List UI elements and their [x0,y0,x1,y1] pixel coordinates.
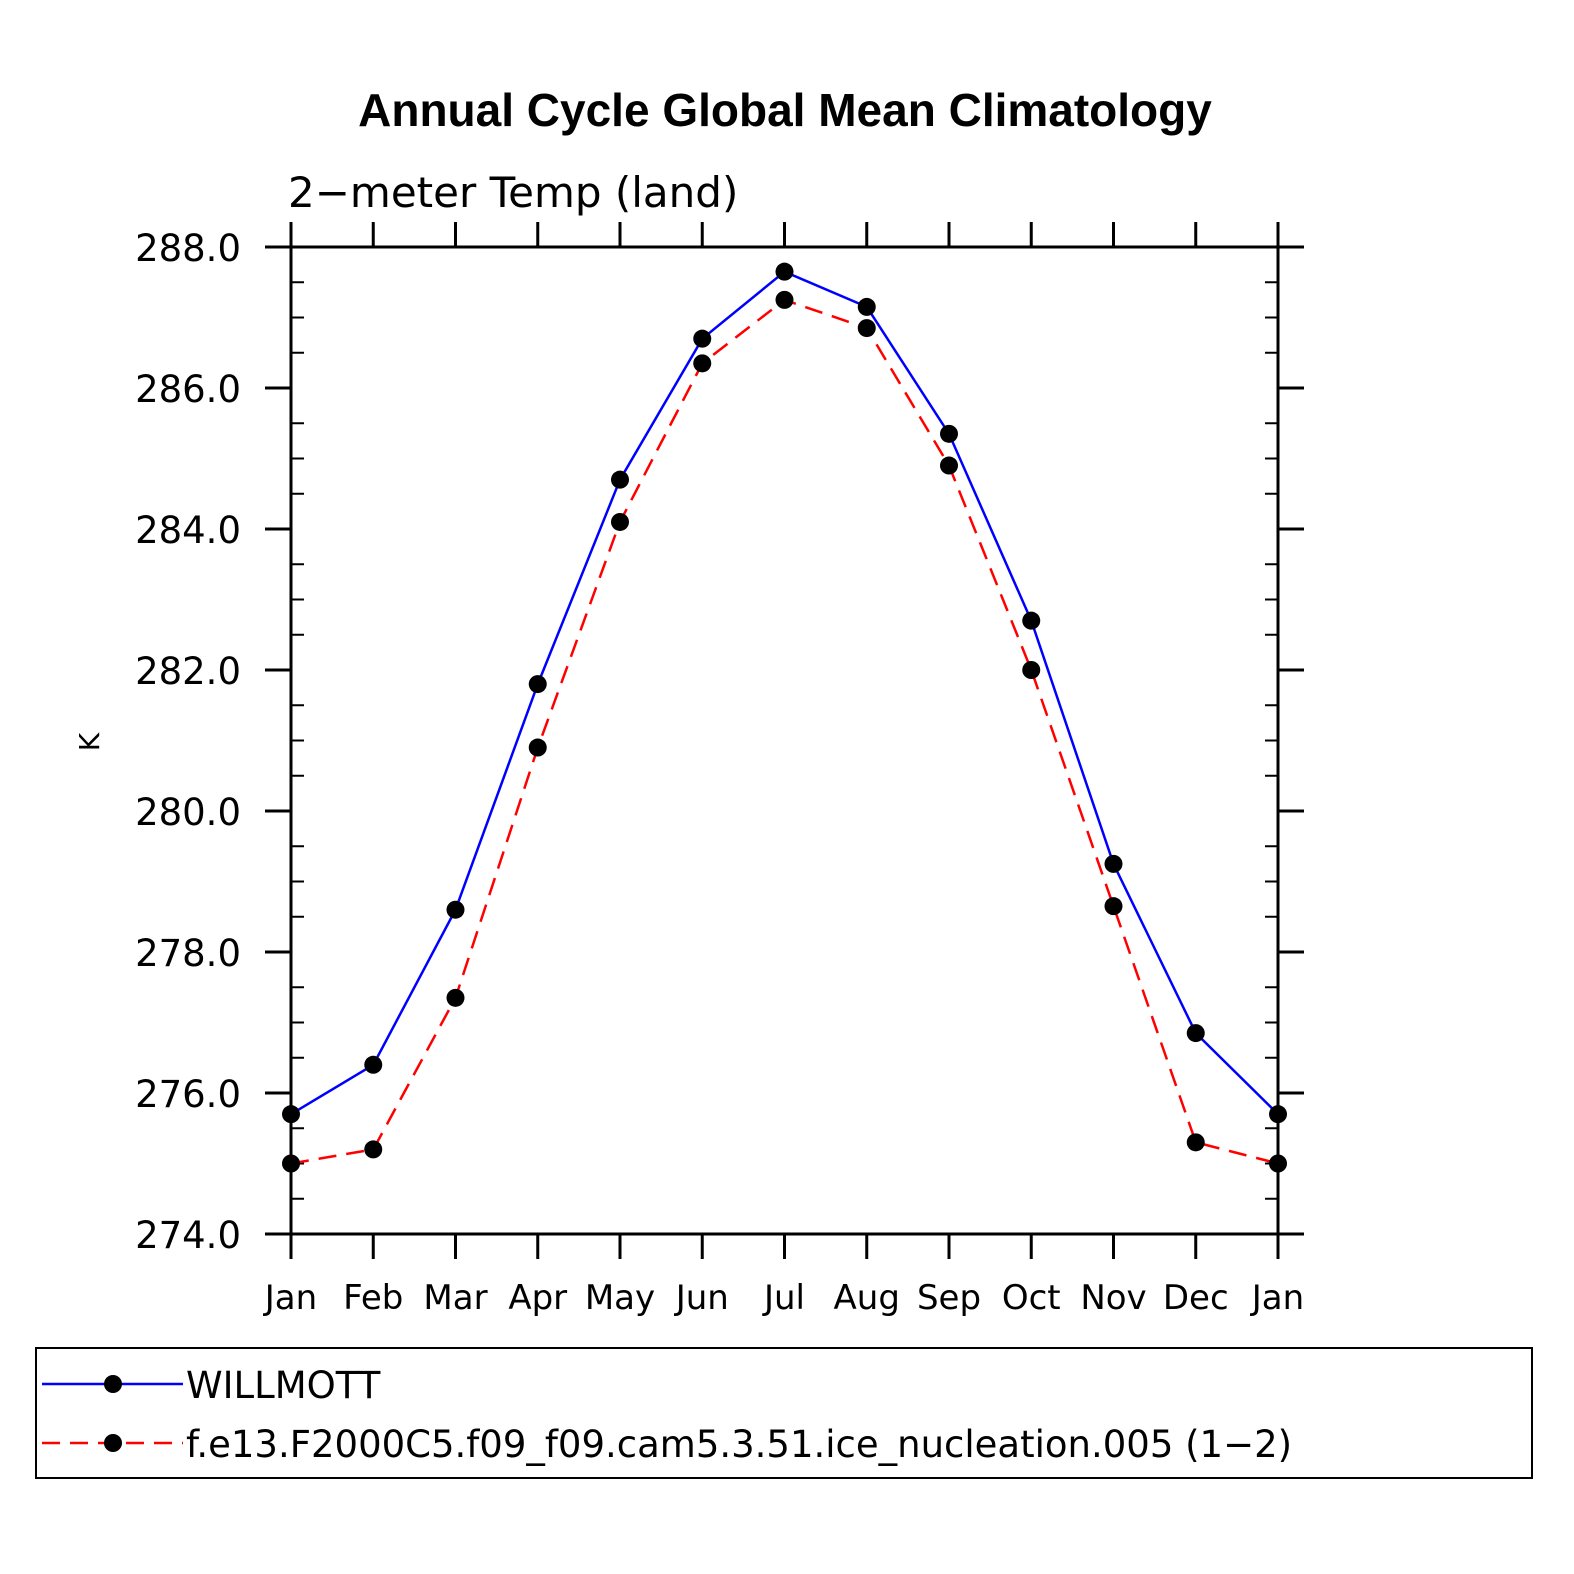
x-tick-label: Apr [508,1278,567,1318]
x-tick-label: Feb [343,1278,403,1318]
data-point [1104,854,1123,873]
y-tick-label: 286.0 [135,368,241,411]
data-point [1022,611,1041,630]
data-point [282,1154,300,1173]
data-point [857,297,876,316]
x-tick-label: Nov [1080,1278,1146,1318]
series-line [290,270,1279,1116]
x-tick-label: Oct [1002,1278,1061,1318]
y-axis-label: K [73,732,106,751]
legend-marker [104,1375,122,1393]
x-tick-label: Aug [834,1278,900,1318]
x-tick-label: Mar [423,1278,487,1318]
data-point [611,512,629,531]
data-point [775,290,794,309]
x-tick-label: May [585,1278,655,1318]
data-point [364,1055,383,1074]
data-point [857,319,876,338]
chart-subtitle: 2−meter Temp (land) [288,168,738,217]
data-point [1269,1105,1287,1124]
x-tick-label: Jun [674,1278,729,1318]
plot-axes: Jan Feb Mar Apr May Jun Jul Aug Sep Oct Nov Dec Jan 2… [135,222,1304,1318]
data-point [528,675,547,694]
x-tick-label: Jan [1250,1278,1304,1318]
y-tick-label: 276.0 [135,1073,241,1116]
x-tick-label: Jan [263,1278,317,1318]
data-point [364,1140,383,1159]
y-tick-label: 274.0 [135,1214,241,1257]
series-layer [282,262,1287,1173]
data-point [611,470,629,489]
data-point [940,424,958,443]
legend-label: WILLMOTT [186,1364,381,1407]
y-tick-label: 282.0 [135,650,241,693]
data-point [446,988,465,1007]
y-tick-label: 280.0 [135,791,241,834]
x-tick-label: Dec [1163,1278,1229,1318]
series-2 [282,290,1287,1173]
x-tick-label: Jul [762,1278,805,1318]
data-point [940,456,958,475]
data-point [775,262,794,281]
data-point [693,354,712,373]
y-tick-label: 284.0 [135,509,241,552]
data-point [282,1105,300,1124]
data-point [1186,1133,1205,1152]
data-point [1022,661,1041,679]
series-line [290,298,1279,1165]
data-point [1186,1024,1205,1043]
legend: WILLMOTT f.e13.F2000C5.f09_f09.cam5.3.51.… [35,1347,1533,1479]
legend-box [35,1347,1533,1479]
series-1 [282,262,1287,1124]
legend-marker [104,1434,122,1452]
plot-frame [289,245,1280,1236]
legend-label: f.e13.F2000C5.f09_f09.cam5.3.51.ice_nucl… [186,1423,1292,1466]
data-point [1104,897,1123,916]
y-tick-label: 278.0 [135,932,241,975]
y-tick-label: 288.0 [135,227,241,270]
data-point [528,738,547,757]
data-point [1269,1154,1287,1173]
data-point [446,900,465,919]
data-point [693,329,712,348]
chart-title: Annual Cycle Global Mean Climatology [358,84,1212,136]
x-tick-label: Sep [917,1278,981,1318]
